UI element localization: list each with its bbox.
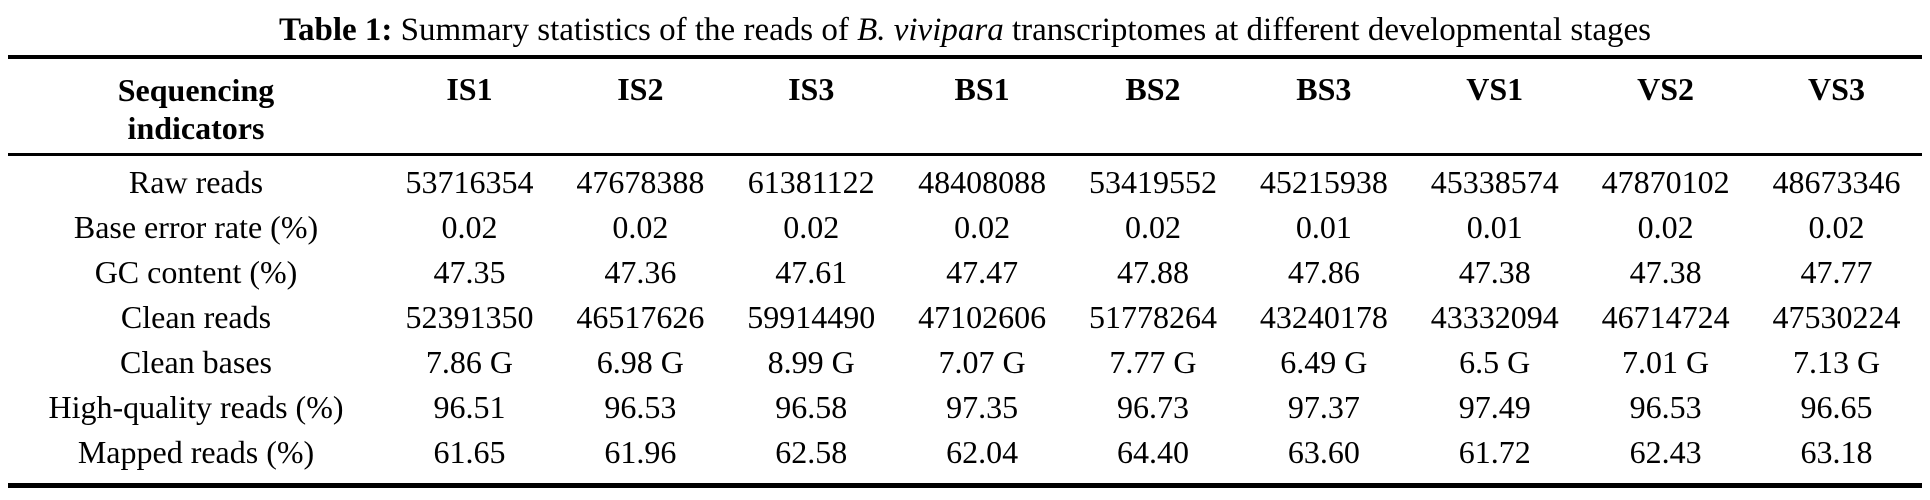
- cell-gc-content-bs2: 47.88: [1116, 254, 1189, 290]
- cell-mapped-reads-bs2: 64.40: [1116, 434, 1189, 470]
- cell-high-quality-reads-is1: 96.51: [433, 389, 506, 425]
- row-label-clean-reads: Clean reads: [120, 299, 272, 335]
- table-caption-label: Table 1:: [279, 12, 393, 48]
- cell-mapped-reads-vs1: 61.72: [1458, 434, 1531, 470]
- column-header-is3: IS3: [788, 71, 835, 107]
- cell-clean-bases-bs2: 7.77 G: [1109, 344, 1197, 380]
- cell-high-quality-reads-is2: 96.53: [604, 389, 677, 425]
- cell-clean-reads-is1: 52391350: [405, 299, 534, 335]
- table-row-clean-bases: Clean bases 7.86 G 6.98 G 8.99 G 7.07 G 7.77 …: [8, 340, 1922, 385]
- cell-clean-reads-bs1: 47102606: [918, 299, 1047, 335]
- table-row-raw-reads: Raw reads 53716354 47678388 61381122 4840808…: [8, 155, 1922, 206]
- cell-mapped-reads-is1: 61.65: [433, 434, 506, 470]
- cell-clean-reads-is2: 46517626: [576, 299, 705, 335]
- table-caption: Table 1: Summary statistics of the reads…: [0, 0, 1930, 55]
- cell-base-error-rate-bs1: 0.02: [954, 209, 1011, 245]
- cell-high-quality-reads-is3: 96.58: [775, 389, 848, 425]
- indicator-header-line2: indicators: [127, 110, 265, 146]
- table-row-high-quality-reads: High-quality reads (%) 96.51 96.53 96.58 97.…: [8, 385, 1922, 430]
- cell-clean-bases-is2: 6.98 G: [596, 344, 684, 380]
- indicator-header-line1: Sequencing: [117, 72, 275, 108]
- row-label-mapped-reads: Mapped reads (%): [77, 434, 315, 470]
- cell-clean-reads-vs3: 47530224: [1772, 299, 1901, 335]
- cell-clean-reads-bs3: 43240178: [1259, 299, 1388, 335]
- cell-clean-bases-vs1: 6.5 G: [1459, 344, 1531, 380]
- column-header-bs1: BS1: [954, 71, 1010, 107]
- row-label-high-quality-reads: High-quality reads (%): [48, 389, 344, 425]
- cell-mapped-reads-vs2: 62.43: [1629, 434, 1702, 470]
- cell-clean-bases-is1: 7.86 G: [425, 344, 513, 380]
- column-header-is1: IS1: [446, 71, 493, 107]
- cell-high-quality-reads-bs3: 97.37: [1287, 389, 1360, 425]
- cell-high-quality-reads-vs3: 96.65: [1800, 389, 1873, 425]
- cell-gc-content-vs1: 47.38: [1458, 254, 1531, 290]
- cell-base-error-rate-bs3: 0.01: [1295, 209, 1352, 245]
- cell-clean-bases-bs1: 7.07 G: [938, 344, 1026, 380]
- table-row-base-error-rate: Base error rate (%) 0.02 0.02 0.02 0.02 0.02 0…: [8, 205, 1922, 250]
- cell-clean-bases-is3: 8.99 G: [767, 344, 855, 380]
- column-header-bs2: BS2: [1125, 71, 1181, 107]
- cell-raw-reads-is1: 53716354: [405, 164, 534, 200]
- cell-clean-reads-is3: 59914490: [747, 299, 876, 335]
- cell-raw-reads-is2: 47678388: [576, 164, 705, 200]
- table-caption-text-post: transcriptomes at different developmenta…: [1011, 12, 1651, 48]
- cell-mapped-reads-is2: 61.96: [604, 434, 677, 470]
- cell-gc-content-bs3: 47.86: [1287, 254, 1360, 290]
- cell-gc-content-bs1: 47.47: [946, 254, 1019, 290]
- cell-base-error-rate-bs2: 0.02: [1124, 209, 1181, 245]
- column-header-is2: IS2: [617, 71, 664, 107]
- cell-gc-content-is3: 47.61: [775, 254, 848, 290]
- cell-high-quality-reads-bs1: 97.35: [946, 389, 1019, 425]
- cell-raw-reads-bs3: 45215938: [1259, 164, 1388, 200]
- row-label-base-error-rate: Base error rate (%): [73, 209, 319, 245]
- cell-gc-content-vs2: 47.38: [1629, 254, 1702, 290]
- cell-base-error-rate-is1: 0.02: [441, 209, 498, 245]
- cell-base-error-rate-is3: 0.02: [783, 209, 840, 245]
- table-caption-species: B. vivipara: [857, 12, 1004, 48]
- cell-raw-reads-bs1: 48408088: [918, 164, 1047, 200]
- column-header-vs3: VS3: [1808, 71, 1865, 107]
- cell-base-error-rate-is2: 0.02: [612, 209, 669, 245]
- cell-clean-bases-vs2: 7.01 G: [1622, 344, 1710, 380]
- cell-clean-reads-vs1: 43332094: [1430, 299, 1559, 335]
- cell-clean-bases-vs3: 7.13 G: [1792, 344, 1881, 380]
- column-header-vs1: VS1: [1466, 71, 1524, 107]
- row-label-gc-content: GC content (%): [94, 254, 298, 290]
- cell-base-error-rate-vs2: 0.02: [1637, 209, 1694, 245]
- cell-clean-bases-bs3: 6.49 G: [1280, 344, 1368, 380]
- table-row-gc-content: GC content (%) 47.35 47.36 47.61 47.47 47.88 4…: [8, 250, 1922, 295]
- cell-raw-reads-vs2: 47870102: [1601, 164, 1730, 200]
- cell-base-error-rate-vs3: 0.02: [1808, 209, 1865, 245]
- cell-raw-reads-vs1: 45338574: [1430, 164, 1559, 200]
- cell-clean-reads-vs2: 46714724: [1601, 299, 1730, 335]
- cell-clean-reads-bs2: 51778264: [1088, 299, 1217, 335]
- table-row-clean-reads: Clean reads 52391350 46517626 59914490 47102…: [8, 295, 1922, 340]
- row-label-clean-bases: Clean bases: [120, 344, 272, 380]
- table-row-mapped-reads: Mapped reads (%) 61.65 61.96 62.58 62.04 64.4…: [8, 430, 1922, 486]
- cell-high-quality-reads-vs1: 97.49: [1458, 389, 1531, 425]
- table-caption-text-pre: Summary statistics of the reads of: [400, 12, 849, 48]
- cell-raw-reads-bs2: 53419552: [1088, 164, 1217, 200]
- cell-gc-content-vs3: 47.77: [1800, 254, 1873, 290]
- column-header-sequencing-indicators: Sequencing indicators: [8, 57, 384, 155]
- cell-mapped-reads-vs3: 63.18: [1800, 434, 1873, 470]
- cell-high-quality-reads-vs2: 96.53: [1629, 389, 1702, 425]
- cell-gc-content-is1: 47.35: [433, 254, 506, 290]
- row-label-raw-reads: Raw reads: [128, 164, 264, 200]
- cell-gc-content-is2: 47.36: [604, 254, 677, 290]
- cell-mapped-reads-bs1: 62.04: [946, 434, 1019, 470]
- column-header-vs2: VS2: [1637, 71, 1695, 107]
- cell-high-quality-reads-bs2: 96.73: [1116, 389, 1189, 425]
- cell-raw-reads-vs3: 48673346: [1772, 164, 1901, 200]
- cell-base-error-rate-vs1: 0.01: [1466, 209, 1523, 245]
- summary-statistics-table: Sequencing indicators IS1 IS2 IS3 BS1 BS…: [8, 55, 1922, 488]
- header-row: Sequencing indicators IS1 IS2 IS3 BS1 BS…: [8, 57, 1922, 155]
- column-header-bs3: BS3: [1296, 71, 1352, 107]
- cell-raw-reads-is3: 61381122: [747, 164, 875, 200]
- cell-mapped-reads-is3: 62.58: [775, 434, 848, 470]
- cell-mapped-reads-bs3: 63.60: [1287, 434, 1360, 470]
